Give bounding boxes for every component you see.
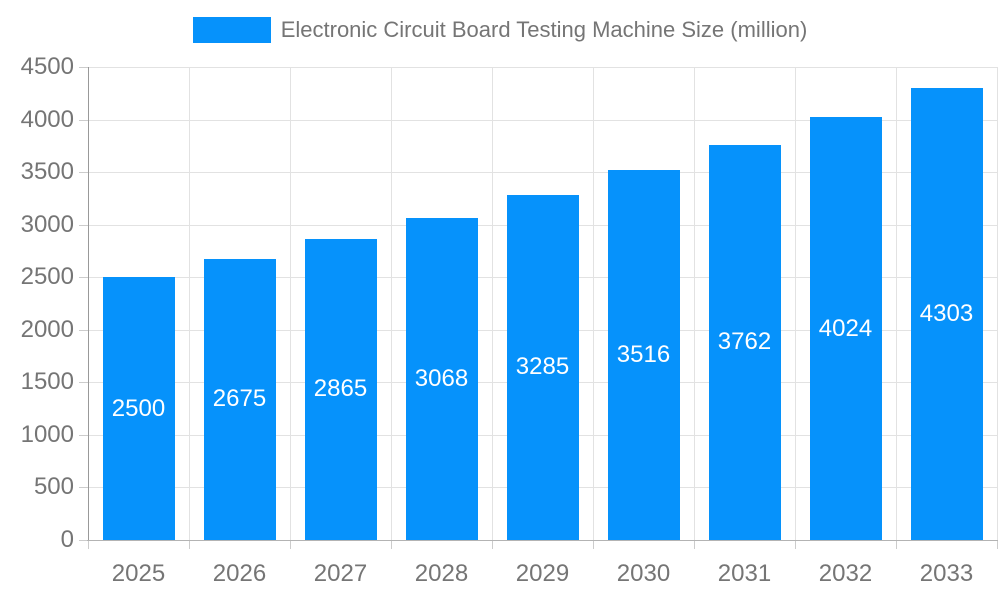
bar-2031[interactable]: [708, 144, 781, 540]
y-axis-tick: [79, 434, 88, 436]
bar-2027[interactable]: [304, 238, 377, 540]
x-axis-tick: [694, 540, 695, 549]
y-axis-label: 4500: [20, 53, 74, 80]
legend-label: Electronic Circuit Board Testing Machine…: [280, 17, 808, 42]
x-axis-line: [87, 540, 998, 541]
y-axis-label: 4000: [20, 105, 74, 133]
x-axis-label-2031: 2031: [717, 560, 772, 587]
y-axis-label: 500: [33, 473, 74, 501]
gridline-vertical: [391, 67, 392, 540]
gridline-vertical: [290, 67, 291, 540]
bar-2029[interactable]: [506, 194, 579, 540]
y-axis-label: 1000: [20, 420, 74, 448]
x-axis-label-2029: 2029: [515, 560, 570, 587]
gridline-vertical: [492, 67, 493, 540]
gridline-vertical: [593, 67, 594, 540]
y-axis-label: 1500: [20, 368, 74, 396]
legend[interactable]: Electronic Circuit Board Testing Machine…: [0, 14, 1000, 46]
y-axis-tick: [79, 67, 88, 68]
bar-2032[interactable]: [809, 117, 882, 540]
y-axis-tick: [79, 382, 88, 384]
x-axis-tick: [391, 540, 392, 549]
x-axis-tick: [593, 540, 594, 549]
x-axis-label-2027: 2027: [313, 560, 368, 587]
x-axis-tick: [492, 540, 493, 549]
x-axis-label-2025: 2025: [111, 560, 166, 587]
gridline-vertical: [189, 67, 190, 540]
y-axis-tick: [79, 329, 88, 331]
x-axis-tick: [290, 540, 291, 549]
x-axis-label-2026: 2026: [212, 560, 267, 587]
y-axis-line: [88, 67, 89, 541]
y-axis-tick: [79, 224, 88, 226]
x-axis-tick: [795, 540, 796, 549]
gridline-vertical: [694, 67, 695, 540]
y-axis-tick: [79, 277, 88, 279]
y-axis-label: 3000: [20, 210, 74, 238]
y-axis-label: 0: [60, 526, 74, 553]
y-axis-label: 2500: [20, 263, 74, 291]
legend-swatch-icon: [192, 17, 271, 43]
gridline-vertical: [997, 67, 998, 540]
bar-2026[interactable]: [203, 258, 276, 540]
x-axis-label-2028: 2028: [414, 560, 469, 587]
gridline-vertical: [795, 67, 796, 540]
x-axis-label-2032: 2032: [818, 560, 873, 587]
x-axis-tick: [189, 540, 190, 549]
bar-2030[interactable]: [607, 170, 680, 540]
x-axis-tick: [88, 540, 89, 549]
y-axis-label: 3500: [20, 158, 74, 186]
gridline-vertical: [896, 67, 897, 540]
x-axis-label-2033: 2033: [919, 560, 974, 587]
y-axis-tick: [79, 487, 88, 489]
y-axis-label: 2000: [20, 315, 74, 343]
bar-2025[interactable]: [102, 277, 175, 540]
x-axis-tick: [896, 540, 897, 549]
x-axis-tick: [997, 540, 998, 549]
gridline-horizontal: [88, 119, 997, 121]
bar-2028[interactable]: [405, 217, 478, 540]
y-axis-tick: [79, 172, 88, 174]
gridline-horizontal: [88, 172, 997, 174]
x-axis-label-2030: 2030: [616, 560, 671, 587]
gridline-horizontal: [88, 67, 997, 68]
y-axis-tick: [79, 540, 88, 541]
bar-2033[interactable]: [910, 87, 983, 540]
y-axis-tick: [79, 119, 88, 121]
